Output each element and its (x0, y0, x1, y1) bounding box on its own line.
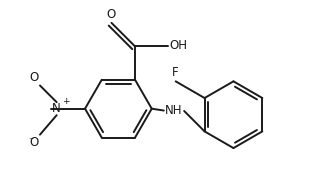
Text: ⁻: ⁻ (28, 137, 33, 146)
Text: O: O (106, 8, 115, 21)
Text: O: O (30, 137, 39, 149)
Text: O: O (30, 71, 39, 84)
Text: NH: NH (165, 105, 182, 118)
Text: OH: OH (170, 39, 187, 52)
Text: F: F (172, 66, 178, 79)
Text: +: + (62, 97, 70, 106)
Text: N: N (52, 102, 61, 115)
